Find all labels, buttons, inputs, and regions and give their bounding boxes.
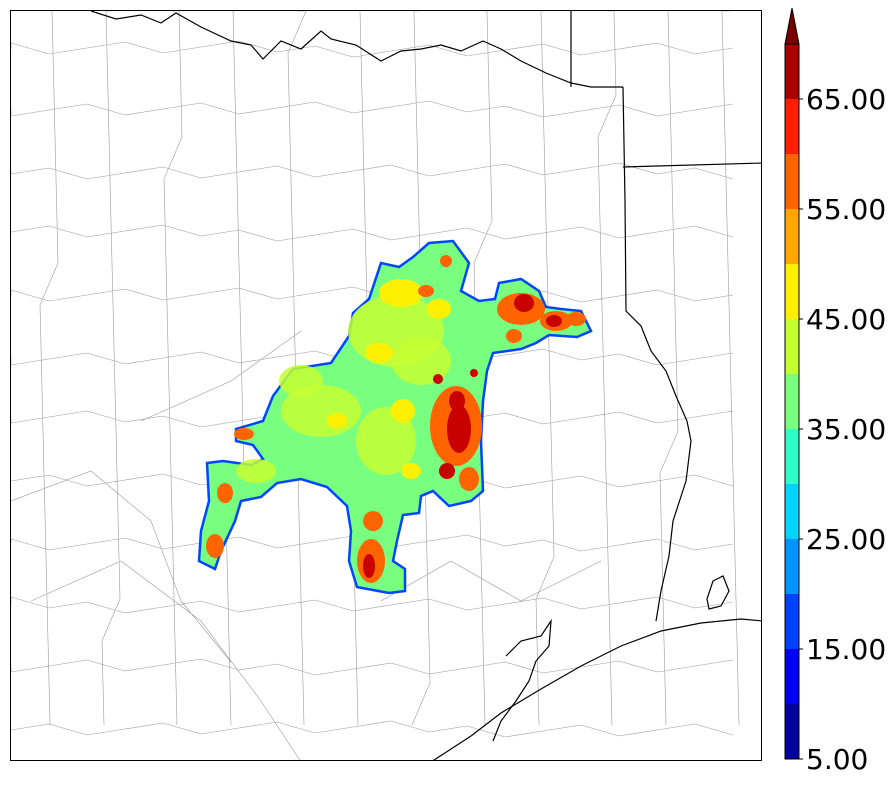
precip-area-moderate xyxy=(236,459,276,483)
precip-cell-heavy xyxy=(418,285,434,297)
colorbar-extend-arrow xyxy=(784,8,800,45)
precip-area-high xyxy=(365,343,393,363)
colorbar-segment-60 xyxy=(785,99,799,154)
colorbar-tick-label-45: 45.00 xyxy=(806,303,887,336)
colorbar-segment-5 xyxy=(785,704,799,759)
state-boundary-line xyxy=(706,575,730,610)
precip-cell-heavy xyxy=(506,329,522,343)
precip-area-moderate xyxy=(279,365,323,397)
colorbar-tick-label-55: 55.00 xyxy=(806,193,887,226)
precip-cell-heavy xyxy=(206,534,224,558)
colorbar-tick-label-65: 65.00 xyxy=(806,83,887,116)
colorbar-segment-55 xyxy=(785,154,799,209)
map-canvas xyxy=(11,11,761,760)
precip-area-high xyxy=(379,279,423,307)
precip-area-high xyxy=(401,463,421,479)
precip-cell-extreme xyxy=(546,315,562,327)
precip-cell-extreme xyxy=(439,463,455,479)
colorbar-segment-45 xyxy=(785,264,799,319)
state-boundary-line xyxy=(622,86,692,622)
colorbar-tick-label-35: 35.00 xyxy=(806,413,887,446)
precip-cell-extreme xyxy=(363,554,375,578)
precipitation-field xyxy=(197,239,593,595)
precip-cell-extreme xyxy=(433,374,443,384)
precip-area-high xyxy=(427,299,451,319)
precip-cell-heavy xyxy=(363,511,383,531)
colorbar-segment-25 xyxy=(785,484,799,539)
colorbar-tick-label-5: 5.00 xyxy=(806,743,869,776)
precip-area-high xyxy=(327,413,347,429)
precip-area-moderate xyxy=(391,337,451,385)
colorbar-segment-65 xyxy=(785,44,799,99)
precip-area-high xyxy=(391,399,415,423)
precip-cell-extreme xyxy=(449,391,465,411)
colorbar-segment-15 xyxy=(785,594,799,649)
map-panel xyxy=(10,10,762,761)
state-boundary-line xyxy=(492,618,552,742)
precip-cell-heavy xyxy=(459,467,479,491)
colorbar-tick-label-25: 25.00 xyxy=(806,523,887,556)
colorbar-segment-40 xyxy=(785,319,799,374)
precip-cell-heavy xyxy=(566,312,586,326)
state-boundary-line xyxy=(622,162,761,168)
colorbar-segment-10 xyxy=(785,649,799,704)
colorbar-outline xyxy=(784,43,800,760)
colorbar-segment-35 xyxy=(785,374,799,429)
state-boundaries xyxy=(90,11,761,760)
colorbar-tick-label-15: 15.00 xyxy=(806,633,887,666)
colorbar-segment-30 xyxy=(785,429,799,484)
precip-cell-extreme xyxy=(514,294,534,312)
precip-cell-heavy xyxy=(440,255,452,267)
precip-cell-heavy xyxy=(234,428,254,440)
precip-area-moderate xyxy=(356,407,416,475)
state-boundary-line xyxy=(432,618,761,760)
colorbar-segment-50 xyxy=(785,209,799,264)
precip-cell-heavy xyxy=(217,483,233,503)
precip-cell-extreme xyxy=(470,369,478,377)
precip-cell-extreme xyxy=(447,405,471,453)
colorbar-segment-20 xyxy=(785,539,799,594)
colorbar-segments xyxy=(784,8,803,760)
colorbar xyxy=(784,8,803,760)
state-boundary-line xyxy=(90,11,623,88)
